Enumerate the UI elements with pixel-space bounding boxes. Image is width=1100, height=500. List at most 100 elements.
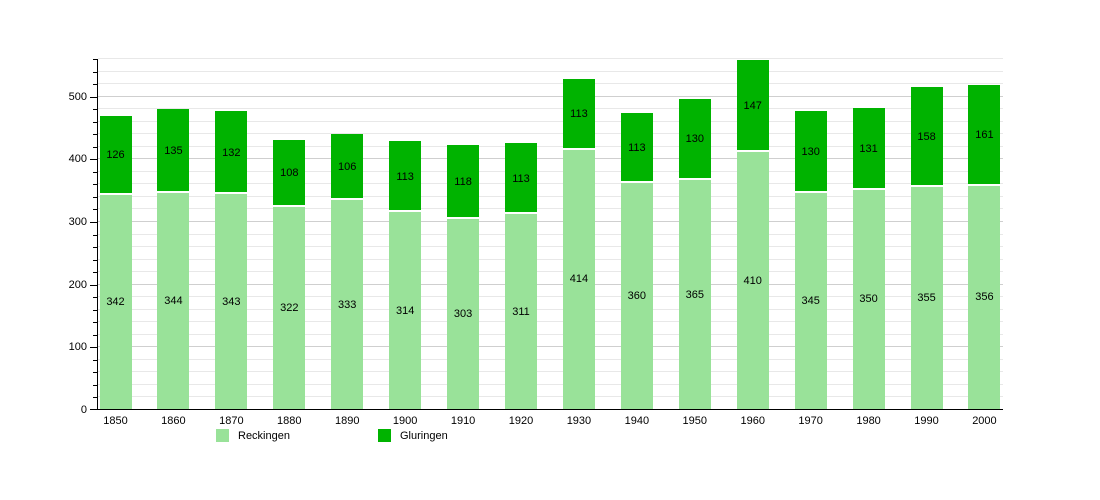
x-axis-label: 1960 xyxy=(740,415,765,427)
bar-reckingen-1980 xyxy=(852,189,885,409)
x-axis-label: 1930 xyxy=(566,415,592,427)
bar-value-label-gluringen: 126 xyxy=(106,149,125,162)
bar-value-label-reckingen: 345 xyxy=(801,294,820,307)
bar-gluringen-1920 xyxy=(505,143,537,215)
gridline xyxy=(98,120,1003,122)
y-axis-tick xyxy=(90,96,97,98)
bar-segment-separator xyxy=(910,184,943,187)
bar-value-label-reckingen: 342 xyxy=(106,295,125,308)
y-axis-tick xyxy=(90,221,97,223)
x-axis-label: 1860 xyxy=(161,415,186,427)
y-axis-tick xyxy=(93,196,97,198)
y-axis-tick xyxy=(93,384,97,386)
x-axis-label: 1880 xyxy=(277,415,302,427)
bar-gluringen-1950 xyxy=(678,98,711,181)
bar-value-label-reckingen: 344 xyxy=(164,295,183,308)
x-axis-label: 1990 xyxy=(914,415,939,427)
gridline xyxy=(98,383,1003,385)
bar-value-label-gluringen: 135 xyxy=(164,145,183,158)
gridline xyxy=(98,58,1003,59)
bar-value-label-gluringen: 161 xyxy=(975,129,994,142)
y-axis-tick xyxy=(93,334,97,336)
gridline xyxy=(98,208,1003,210)
bar-value-label-gluringen: 130 xyxy=(801,146,820,159)
bar-segment-separator xyxy=(273,205,306,208)
bar-value-label-reckingen: 410 xyxy=(743,274,762,287)
y-axis-tick xyxy=(93,247,97,249)
y-axis-label: 0 xyxy=(80,404,87,416)
y-axis-tick xyxy=(93,359,97,361)
y-axis-tick xyxy=(93,84,97,86)
x-axis-label: 1850 xyxy=(103,415,128,427)
bar-gluringen-1960 xyxy=(736,59,769,153)
y-axis-tick xyxy=(90,284,97,286)
bar-reckingen-1910 xyxy=(447,219,480,409)
gridline xyxy=(98,133,1003,135)
y-axis-label: 100 xyxy=(68,341,87,354)
bar-value-label-gluringen: 113 xyxy=(628,141,646,154)
gridline xyxy=(98,108,1003,110)
gridline xyxy=(98,220,1003,222)
bar-segment-separator xyxy=(99,192,132,195)
bar-value-label-gluringen: 113 xyxy=(396,170,414,183)
gridline xyxy=(98,333,1003,335)
gridline xyxy=(98,70,1003,72)
legend-label-reckingen: Reckingen xyxy=(238,430,290,442)
y-axis-tick xyxy=(90,159,97,161)
bar-reckingen-1860 xyxy=(157,193,190,409)
y-axis-tick xyxy=(93,372,97,374)
bar-value-label-gluringen: 106 xyxy=(338,161,357,174)
bar-reckingen-1890 xyxy=(331,200,364,409)
y-axis-tick xyxy=(93,297,97,299)
bar-gluringen-1940 xyxy=(620,112,653,184)
bar-reckingen-1870 xyxy=(215,194,248,409)
bar-segment-separator xyxy=(852,187,885,190)
x-axis-label: 1970 xyxy=(798,415,823,427)
bar-gluringen-2000 xyxy=(968,84,1001,186)
gridline xyxy=(98,183,1003,185)
bar-value-label-gluringen: 118 xyxy=(454,176,472,189)
bar-segment-separator xyxy=(215,192,248,195)
bar-segment-separator xyxy=(562,147,595,150)
bar-gluringen-1930 xyxy=(562,78,595,150)
bar-segment-separator xyxy=(447,217,480,220)
y-axis-tick xyxy=(93,209,97,211)
y-axis-label: 400 xyxy=(68,153,87,166)
x-axis-line xyxy=(97,409,1003,410)
y-axis-tick xyxy=(93,309,97,311)
gridline xyxy=(98,195,1003,197)
x-axis-label: 1940 xyxy=(624,415,650,427)
bar-value-label-reckingen: 355 xyxy=(917,291,936,304)
bar-gluringen-1880 xyxy=(273,139,306,208)
gridline xyxy=(98,95,1003,97)
gridline xyxy=(98,271,1003,273)
y-axis-tick xyxy=(93,171,97,173)
gridline xyxy=(98,296,1003,298)
gridline xyxy=(98,145,1003,147)
bar-reckingen-1950 xyxy=(678,180,711,409)
y-axis-tick xyxy=(93,272,97,274)
plot-area: 0 100 200 300 400 500 342 126 1850 344 135 1860 343 1… xyxy=(69,58,1003,427)
bar-value-label-reckingen: 365 xyxy=(685,288,704,301)
bar-value-label-gluringen: 131 xyxy=(859,142,878,155)
y-axis-tick xyxy=(93,259,97,261)
bar-value-label-reckingen: 303 xyxy=(453,308,473,321)
bar-reckingen-1850 xyxy=(99,194,132,409)
bar-segment-separator xyxy=(505,212,537,215)
y-axis-line xyxy=(97,59,98,410)
bar-value-label-reckingen: 314 xyxy=(395,304,415,317)
x-axis-label: 2000 xyxy=(972,415,997,427)
gridline xyxy=(98,158,1003,160)
x-axis-label: 1900 xyxy=(392,415,418,427)
gridline xyxy=(98,346,1003,348)
gridline xyxy=(98,233,1003,235)
y-axis-tick xyxy=(90,409,97,410)
bar-segment-separator xyxy=(678,178,711,181)
y-axis-tick xyxy=(93,71,97,73)
y-axis-tick xyxy=(93,234,97,236)
legend-swatch-gluringen xyxy=(378,429,391,442)
bar-value-label-reckingen: 322 xyxy=(280,302,299,315)
bar-value-label-gluringen: 147 xyxy=(743,99,762,112)
x-axis-label: 1950 xyxy=(682,415,708,427)
gridline xyxy=(98,258,1003,260)
